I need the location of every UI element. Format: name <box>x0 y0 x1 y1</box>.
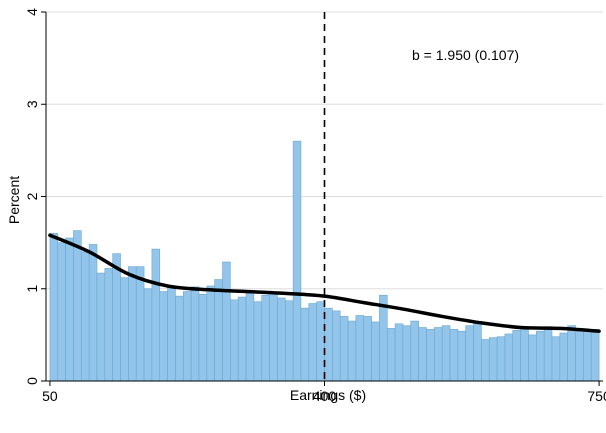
histogram-bar <box>316 301 325 382</box>
histogram-bar <box>536 330 545 382</box>
histogram-bar <box>230 299 239 382</box>
histogram-bar <box>520 329 529 382</box>
histogram-bar <box>135 266 145 382</box>
histogram-bar <box>355 315 365 382</box>
histogram-bar <box>394 323 404 382</box>
y-tick-label: 2 <box>24 192 40 200</box>
histogram-bar <box>190 286 200 382</box>
histogram-bar <box>434 327 443 382</box>
histogram-bar <box>198 293 208 382</box>
histogram-bar <box>575 329 584 382</box>
histogram-bar <box>418 327 427 382</box>
fit-curve <box>48 233 601 333</box>
histogram-bar <box>49 233 59 382</box>
histogram-bar <box>159 291 168 382</box>
histogram-bar <box>379 294 388 382</box>
histogram-bar <box>81 251 90 382</box>
histogram-bar <box>465 325 474 382</box>
histogram-bar <box>206 285 215 382</box>
histogram-bar <box>473 323 482 382</box>
histogram-bar <box>182 291 192 382</box>
y-tick-label: 3 <box>24 100 40 108</box>
histogram-bar <box>104 268 113 382</box>
labels: 0 1 2 3 4 50 400 750 <box>24 8 606 404</box>
histogram-bar <box>324 307 333 382</box>
histogram-bar <box>300 307 310 382</box>
histogram-bar <box>559 332 568 382</box>
y-tick-label: 4 <box>24 8 40 16</box>
x-axis-title: Earnings ($) <box>290 387 366 403</box>
y-tick-label: 0 <box>24 377 40 385</box>
y-axis-title: Percent <box>6 176 22 224</box>
histogram-bar <box>245 290 255 382</box>
histogram-bar <box>488 337 498 382</box>
histogram-bar <box>96 272 106 382</box>
histogram-bar <box>551 336 561 382</box>
x-tick-label: 750 <box>587 388 606 404</box>
histogram-bar <box>504 333 514 382</box>
histogram-bars <box>49 140 600 382</box>
histogram-bar <box>167 285 176 382</box>
histogram-bar <box>590 329 600 382</box>
histogram-bar <box>449 329 459 382</box>
histogram-bar <box>237 296 247 382</box>
histogram-bar <box>292 140 302 382</box>
histogram-bar <box>143 288 153 382</box>
histogram-bar <box>151 248 161 382</box>
histogram-bar <box>261 294 270 382</box>
histogram-bar <box>457 330 467 382</box>
histogram-bar <box>175 295 184 382</box>
y-tick-label: 1 <box>24 285 40 293</box>
histogram-bar <box>269 293 278 382</box>
histogram-bar <box>332 310 341 382</box>
histogram-bar <box>441 325 451 382</box>
x-tick-label: 400 <box>313 388 337 404</box>
histogram-bar <box>426 329 435 382</box>
histogram-bar <box>402 325 412 382</box>
histogram-bar <box>371 321 380 382</box>
histogram-bar <box>543 326 553 382</box>
histogram-bar <box>496 336 506 382</box>
histogram-bar <box>128 266 137 382</box>
histogram-bar <box>386 328 396 382</box>
fit-curve-line <box>48 233 601 333</box>
histogram-bar <box>214 279 223 382</box>
histogram-bar <box>410 320 419 382</box>
histogram-bar <box>347 320 357 382</box>
histogram-bar <box>528 334 537 382</box>
histogram-bar <box>339 316 349 382</box>
axes <box>41 11 603 386</box>
histogram-bar <box>363 316 372 382</box>
histogram-bar <box>65 237 74 382</box>
histogram-bar <box>277 297 286 382</box>
histogram-bar <box>583 330 592 382</box>
x-tick-label: 50 <box>42 388 58 404</box>
histogram-bar <box>481 339 490 382</box>
histogram-bar <box>112 253 121 382</box>
histogram-bar <box>120 277 129 382</box>
histogram-bar <box>308 303 317 382</box>
histogram-bar <box>567 325 576 382</box>
histogram-bar <box>512 329 521 382</box>
histogram-bar <box>284 300 294 382</box>
histogram-bar <box>253 301 263 382</box>
histogram-bar <box>57 242 66 382</box>
histogram-bar <box>222 261 231 382</box>
histogram-bar <box>73 230 82 382</box>
annotation-text: b = 1.950 (0.107) <box>412 47 519 63</box>
histogram-bar <box>88 244 98 382</box>
